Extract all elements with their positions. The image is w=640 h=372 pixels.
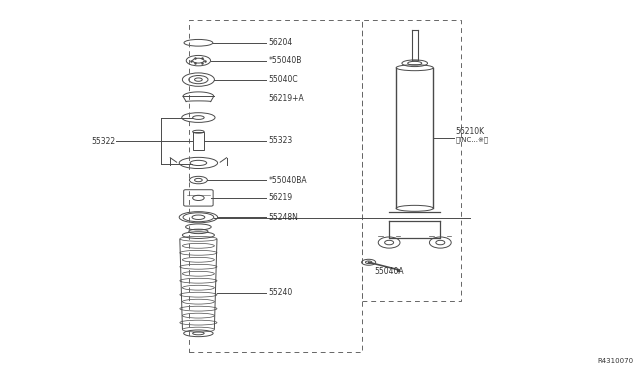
Text: 56204: 56204	[269, 38, 293, 47]
Text: 56219: 56219	[269, 193, 293, 202]
Text: 55323: 55323	[269, 136, 293, 145]
Text: 55040C: 55040C	[269, 75, 298, 84]
Text: R4310070: R4310070	[598, 358, 634, 364]
Text: *55040B: *55040B	[269, 56, 302, 65]
Bar	[193, 132, 204, 150]
Text: 55240: 55240	[269, 288, 293, 297]
Text: *55040BA: *55040BA	[269, 176, 307, 185]
Text: 56219+A: 56219+A	[269, 94, 305, 103]
Text: （INC...※）: （INC...※）	[456, 137, 489, 143]
Text: 55248N: 55248N	[269, 213, 299, 222]
Text: 55322: 55322	[91, 137, 115, 146]
Text: 56210K: 56210K	[456, 127, 485, 136]
Bar	[189, 20, 362, 352]
Text: 55040A: 55040A	[374, 267, 404, 276]
Bar	[362, 20, 461, 301]
